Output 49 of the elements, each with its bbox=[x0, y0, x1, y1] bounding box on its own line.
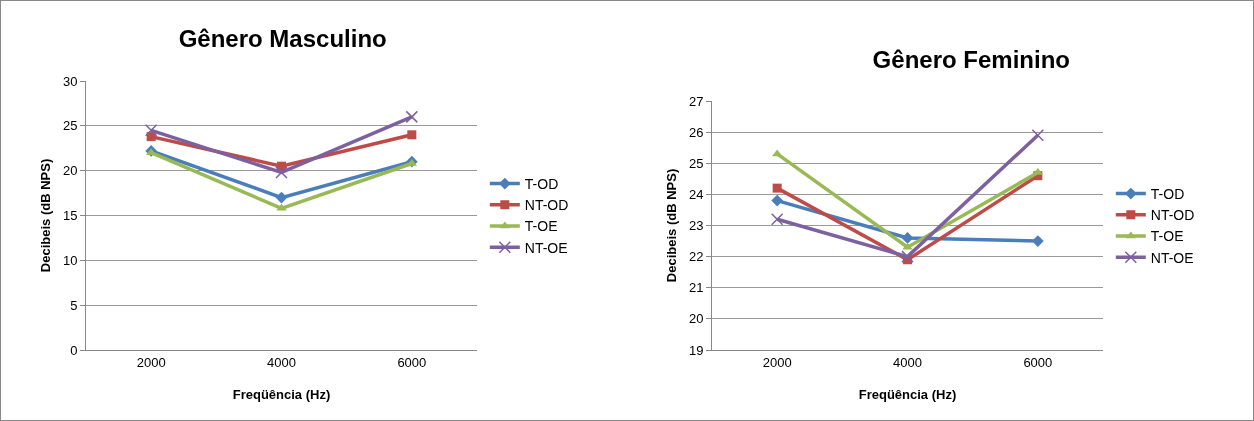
y-tick-label: 5 bbox=[70, 297, 78, 313]
y-tick-label: 15 bbox=[62, 208, 78, 224]
y-tick-label: 25 bbox=[62, 118, 78, 134]
y-axis-title: Decibeis (dB NPS) bbox=[664, 168, 679, 283]
point bbox=[901, 250, 914, 263]
point bbox=[902, 242, 913, 250]
x-axis-title: Freqüência (Hz) bbox=[858, 387, 957, 402]
point bbox=[1031, 128, 1045, 142]
point bbox=[407, 130, 417, 140]
legend-label: NT-OD bbox=[1150, 207, 1195, 224]
y-tick-label: 20 bbox=[62, 163, 78, 179]
point bbox=[771, 194, 784, 207]
point bbox=[275, 191, 288, 204]
x-tick-label: 2000 bbox=[136, 354, 166, 370]
y-tick-label: 30 bbox=[62, 73, 78, 89]
legend-label: T-OD bbox=[524, 176, 559, 193]
legend-label: NT-OD bbox=[524, 197, 569, 214]
x-tick-label: 6000 bbox=[1023, 354, 1053, 370]
x-tick-label: 4000 bbox=[893, 354, 922, 370]
y-tick-label: 22 bbox=[688, 249, 704, 265]
point bbox=[275, 166, 288, 179]
y-tick-label: 19 bbox=[688, 342, 704, 358]
y-axis-title: Decibeis (dB NPS) bbox=[38, 158, 53, 273]
x-axis-title: Freqüência (Hz) bbox=[232, 387, 331, 402]
legend-label: T-OD bbox=[1150, 186, 1185, 203]
point bbox=[144, 124, 158, 137]
y-tick-label: 20 bbox=[688, 311, 704, 327]
point bbox=[276, 203, 287, 211]
x-tick-label: 2000 bbox=[762, 354, 792, 370]
point bbox=[405, 110, 419, 124]
legend-label: NT-OE bbox=[524, 239, 568, 256]
y-tick-label: 0 bbox=[70, 342, 78, 358]
y-tick-label: 24 bbox=[688, 186, 704, 202]
legend-label: T-OE bbox=[524, 218, 558, 235]
chart-title: Gênero Feminino bbox=[872, 46, 1070, 74]
x-tick-label: 4000 bbox=[267, 354, 296, 370]
y-tick-label: 21 bbox=[688, 280, 704, 296]
y-tick-label: 27 bbox=[688, 93, 704, 109]
point bbox=[772, 183, 782, 193]
y-tick-label: 23 bbox=[688, 218, 704, 234]
chart-title: Gênero Masculino bbox=[178, 25, 387, 53]
y-tick-label: 10 bbox=[62, 252, 78, 268]
y-tick-label: 26 bbox=[688, 124, 704, 140]
x-tick-label: 6000 bbox=[397, 354, 427, 370]
y-tick-label: 25 bbox=[688, 155, 704, 171]
legend-label: NT-OE bbox=[1150, 249, 1194, 266]
point bbox=[901, 232, 914, 244]
legend-label: T-OE bbox=[1150, 228, 1184, 245]
point bbox=[770, 213, 784, 226]
